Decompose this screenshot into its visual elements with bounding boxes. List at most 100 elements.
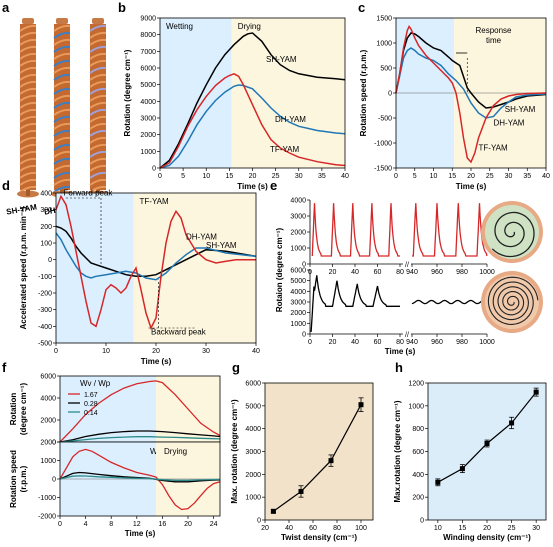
y-tick-label: 4000 [245,426,261,433]
x-tick-label: 25 [508,525,516,532]
yarn-twist-stripe [53,129,71,137]
yarn-twist-stripe [89,87,107,95]
yarn-twist-stripe [53,45,71,53]
yarn-twist-stripe [19,66,37,74]
axis-break-mark: // [405,332,409,339]
x-tick-label: 16 [159,521,167,528]
y-tick-label: 2000 [40,440,56,447]
x-tick-label: 0 [158,173,162,180]
yarn-twist-stripe [89,73,107,81]
yarn-twist-stripe [53,73,71,81]
series-line-0.14-1 [59,475,221,481]
y-tick-label: 200 [40,224,52,231]
waveform-right-0 [412,203,488,257]
y-tick-label: -1000 [374,141,392,148]
y-tick-label: 1500 [376,16,392,23]
yarn-twist-stripe [53,157,71,165]
y-axis-label-a-1: Rotation speed [9,450,18,508]
series-label-2: TF-YAM [479,144,509,153]
x-tick-label: 40 [542,173,550,180]
yarn-twist-stripe [89,52,107,60]
x-tick-label: 0 [308,339,312,346]
yarn-twist-stripe [53,108,71,116]
trend-line [273,404,362,512]
y-axis-label: Rotation speed (r.p.m.) [359,49,368,136]
yarn-twist-stripe [53,38,71,46]
yarn-twist-stripe [19,31,37,39]
yarn-twist-stripe [53,94,71,102]
x-tick-label: 15 [459,525,467,532]
y-tick-label: 4000 [290,198,306,205]
x-axis-label: Time (s) [125,529,156,538]
y-tick-label: 0 [52,477,56,484]
series-line-SH-YAM [159,32,346,169]
x-tick-label: 0 [394,173,398,180]
yarn-top-cap [92,18,104,24]
yarn-twist-stripe [19,122,37,130]
y-tick-label: 0 [257,518,261,525]
x-tick-label: 980 [456,269,468,276]
axis-break-gap [403,330,411,338]
y-tick-label: 3000 [245,449,261,456]
x-tick-label: 40 [351,339,359,346]
x-tick-label: 0 [58,521,62,528]
y-tick-label: 0 [48,257,52,264]
x-tick-label: 40 [252,348,260,355]
x-tick-label: 960 [431,339,443,346]
x-tick-label: 30 [295,173,303,180]
yarn-twist-stripe [53,143,71,151]
y-tick-label: 400 [40,191,52,198]
legend-label-2: 0.14 [84,410,98,417]
yarn-twist-stripe [19,59,37,67]
series-line-DH-YAM [55,232,257,281]
y-tick-label: -100 [38,274,52,281]
y-tick-label: 8000 [140,32,156,39]
x-tick-label: 30 [505,173,513,180]
series-label-0: SH-YAM [206,241,237,250]
yarn-twist-stripe [19,143,37,151]
y-tick-label: 3000 [140,116,156,123]
series-label-1: DH-YAM [186,233,217,242]
waveform-right-1 [411,299,488,305]
panel-letter-f: f [2,360,7,375]
series-line-DH-YAM [159,84,346,169]
y-tick-label: 400 [412,472,424,479]
x-tick-label: 12 [133,521,141,528]
y-tick-label: 6000 [140,66,156,73]
yarn-twist-stripe [89,101,107,109]
x-tick-label: 20 [329,269,337,276]
panel-letter-a: a [2,0,10,15]
x-tick-label: 10 [430,173,438,180]
y-tick-label: 2000 [40,418,56,425]
y-axis-label: Accelerated speed (r.p.m. min⁻¹) [19,206,28,329]
x-tick-label: 0 [54,348,58,355]
yarn-twist-stripe [19,101,37,109]
x-tick-label: 960 [431,269,443,276]
yarn-twist-stripe [89,185,107,193]
series-label-0: SH-YAM [266,55,297,64]
waveform-left-0 [311,203,400,257]
y-tick-label: 0 [152,166,156,173]
series-line-TF-YAM [55,194,256,330]
y-tick-label: -200 [38,291,52,298]
y-tick-label: 1000 [376,41,392,48]
y-tick-label: 1000 [290,321,306,328]
yarn-twist-stripe [53,101,71,109]
yarn-twist-stripe [89,38,107,46]
yarn-twist-stripe [53,150,71,158]
x-tick-label: 1000 [479,269,495,276]
x-tick-label: 5 [181,173,185,180]
y-tick-label: 500 [380,66,392,73]
plot-background [265,383,373,520]
yarn-twist-stripe [19,171,37,179]
region-label-1: Drying [164,447,187,456]
y-tick-label: 100 [40,241,52,248]
x-tick-label: 940 [406,269,418,276]
data-point [533,389,539,395]
backward-peak-label: Backward peak [151,328,207,337]
panel-letter-d: d [2,178,10,193]
x-axis-label: Time (s) [237,182,268,191]
y-tick-label: 5000 [140,82,156,89]
y-tick-label: -500 [378,116,392,123]
x-tick-label: 940 [406,339,418,346]
